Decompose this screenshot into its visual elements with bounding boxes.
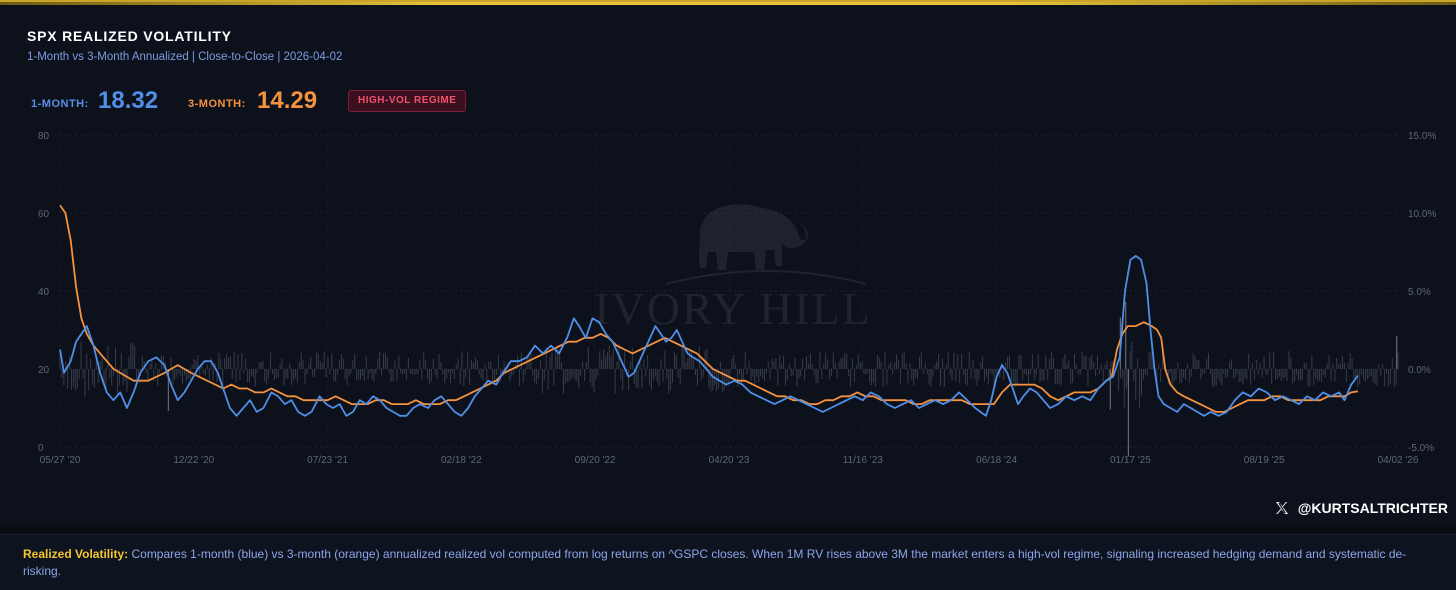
- regime-badge: HIGH-VOL REGIME: [348, 90, 467, 112]
- x-tick-label: 01/17 '25: [1110, 455, 1151, 466]
- y-axis-left: 0 20 40 60 80: [38, 131, 50, 454]
- y2-tick-label: 0.0%: [1408, 365, 1431, 376]
- watermark-text: IVORY HILL: [594, 283, 872, 334]
- y-tick-label: 40: [38, 287, 50, 298]
- ivory-hill-watermark: IVORY HILL: [594, 204, 872, 334]
- x-tick-label: 04/02 '26: [1378, 455, 1419, 466]
- y-axis-right: -5.0% 0.0% 5.0% 10.0% 15.0%: [1408, 131, 1436, 454]
- y-tick-label: 20: [38, 365, 50, 376]
- y2-tick-label: -5.0%: [1408, 443, 1434, 454]
- footer-text: Realized Volatility: Compares 1-month (b…: [23, 546, 1438, 580]
- chart-title: SPX REALIZED VOLATILITY: [27, 28, 232, 44]
- x-tick-label: 11/16 '23: [843, 455, 884, 466]
- x-axis: 05/27 '20 12/22 '20 07/23 '21 02/18 '22 09/2…: [40, 455, 1419, 466]
- y-tick-label: 0: [38, 443, 44, 454]
- x-tick-label: 06/18 '24: [976, 455, 1017, 466]
- grid-lines: [59, 134, 1399, 448]
- x-logo-icon: [1275, 502, 1288, 514]
- daily-return-bars: [59, 301, 1399, 457]
- description-footer: Realized Volatility: Compares 1-month (b…: [0, 534, 1456, 590]
- top-accent-bar: [0, 2, 1456, 5]
- y-tick-label: 60: [38, 209, 50, 220]
- one-month-line: [59, 255, 1359, 417]
- x-tick-label: 07/23 '21: [307, 455, 348, 466]
- elephant-icon: [665, 204, 867, 285]
- x-tick-label: 09/20 '22: [575, 455, 616, 466]
- footer-body: Compares 1-month (blue) vs 3-month (oran…: [23, 547, 1407, 578]
- three-month-label: 3-MONTH:: [188, 98, 246, 110]
- footer-key: Realized Volatility:: [23, 547, 129, 561]
- x-tick-label: 05/27 '20: [40, 455, 81, 466]
- x-tick-label: 02/18 '22: [441, 455, 482, 466]
- volatility-chart: IVORY HILL 0 20 40 60 80 -5.0% 0.0% 5.0% 10.0% 1…: [38, 131, 1436, 466]
- chart-card: IVORY HILL 0 20 40 60 80 -5.0% 0.0% 5.0% 10.0% 1…: [0, 0, 1456, 516]
- handle-text: @KURTSALTRICHTER: [1297, 500, 1448, 516]
- three-month-value: 14.29: [257, 87, 318, 114]
- y2-tick-label: 10.0%: [1408, 209, 1436, 220]
- y2-tick-label: 15.0%: [1408, 131, 1436, 142]
- x-tick-label: 08/19 '25: [1244, 455, 1285, 466]
- author-handle[interactable]: @KURTSALTRICHTER: [1274, 500, 1448, 516]
- y-tick-label: 80: [38, 131, 50, 142]
- x-tick-label: 04/20 '23: [709, 455, 750, 466]
- series-lines: [59, 204, 1359, 417]
- one-month-label: 1-MONTH:: [31, 98, 89, 110]
- one-month-value: 18.32: [98, 87, 159, 114]
- chart-subtitle: 1-Month vs 3-Month Annualized | Close-to…: [27, 51, 343, 63]
- x-tick-label: 12/22 '20: [173, 455, 214, 466]
- y2-tick-label: 5.0%: [1408, 287, 1431, 298]
